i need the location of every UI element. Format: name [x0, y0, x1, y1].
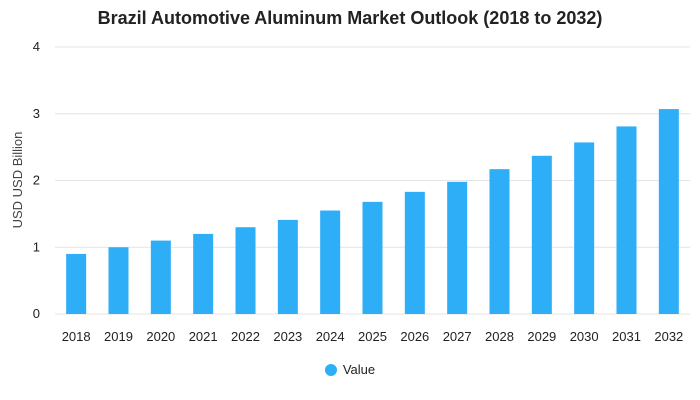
bar-2026[interactable]: [404, 191, 425, 314]
y-tick-label: 2: [33, 173, 40, 188]
x-tick-layer: 2018 2019 2020 2021 2022 2023 2024 2025 2026 2027…: [62, 329, 684, 344]
x-tick-label: 2028: [485, 329, 514, 344]
bar-2029[interactable]: [531, 155, 552, 314]
x-tick-label: 2020: [146, 329, 175, 344]
x-tick-label: 2029: [527, 329, 556, 344]
legend[interactable]: Value: [0, 362, 700, 377]
bar-2021[interactable]: [193, 233, 214, 314]
bar-2032[interactable]: [658, 109, 679, 314]
y-tick-label: 1: [33, 239, 40, 254]
legend-swatch: [324, 363, 337, 376]
bar-2020[interactable]: [150, 240, 171, 314]
bar-2024[interactable]: [320, 210, 341, 314]
x-tick-label: 2032: [654, 329, 683, 344]
x-tick-label: 2021: [189, 329, 218, 344]
y-tick-label: 4: [33, 39, 40, 54]
bar-2031[interactable]: [616, 126, 637, 315]
chart-title: Brazil Automotive Aluminum Market Outloo…: [97, 8, 603, 28]
x-tick-label: 2019: [104, 329, 133, 344]
x-tick-label: 2024: [316, 329, 345, 344]
bar-2027[interactable]: [447, 181, 468, 314]
x-tick-label: 2025: [358, 329, 387, 344]
bar-2019[interactable]: [108, 247, 129, 314]
bar-2028[interactable]: [489, 169, 510, 314]
bar-2023[interactable]: [277, 219, 298, 314]
y-axis-label: USD USD Billion: [10, 132, 25, 229]
bar-2030[interactable]: [574, 142, 595, 314]
x-tick-label: 2023: [273, 329, 302, 344]
bar-2018[interactable]: [66, 253, 87, 314]
bar-2022[interactable]: [235, 227, 256, 314]
bar-layer: [66, 109, 679, 315]
y-tick-label: 0: [33, 306, 40, 321]
x-tick-label: 2026: [400, 329, 429, 344]
legend-label: Value: [342, 362, 376, 377]
bar-2025[interactable]: [362, 201, 383, 314]
y-tick-label: 3: [33, 106, 40, 121]
y-tick-layer: 0 1 2 3 4: [33, 39, 40, 321]
x-tick-label: 2022: [231, 329, 260, 344]
x-tick-label: 2031: [612, 329, 641, 344]
x-tick-label: 2018: [62, 329, 91, 344]
x-tick-label: 2027: [443, 329, 472, 344]
x-tick-label: 2030: [570, 329, 599, 344]
